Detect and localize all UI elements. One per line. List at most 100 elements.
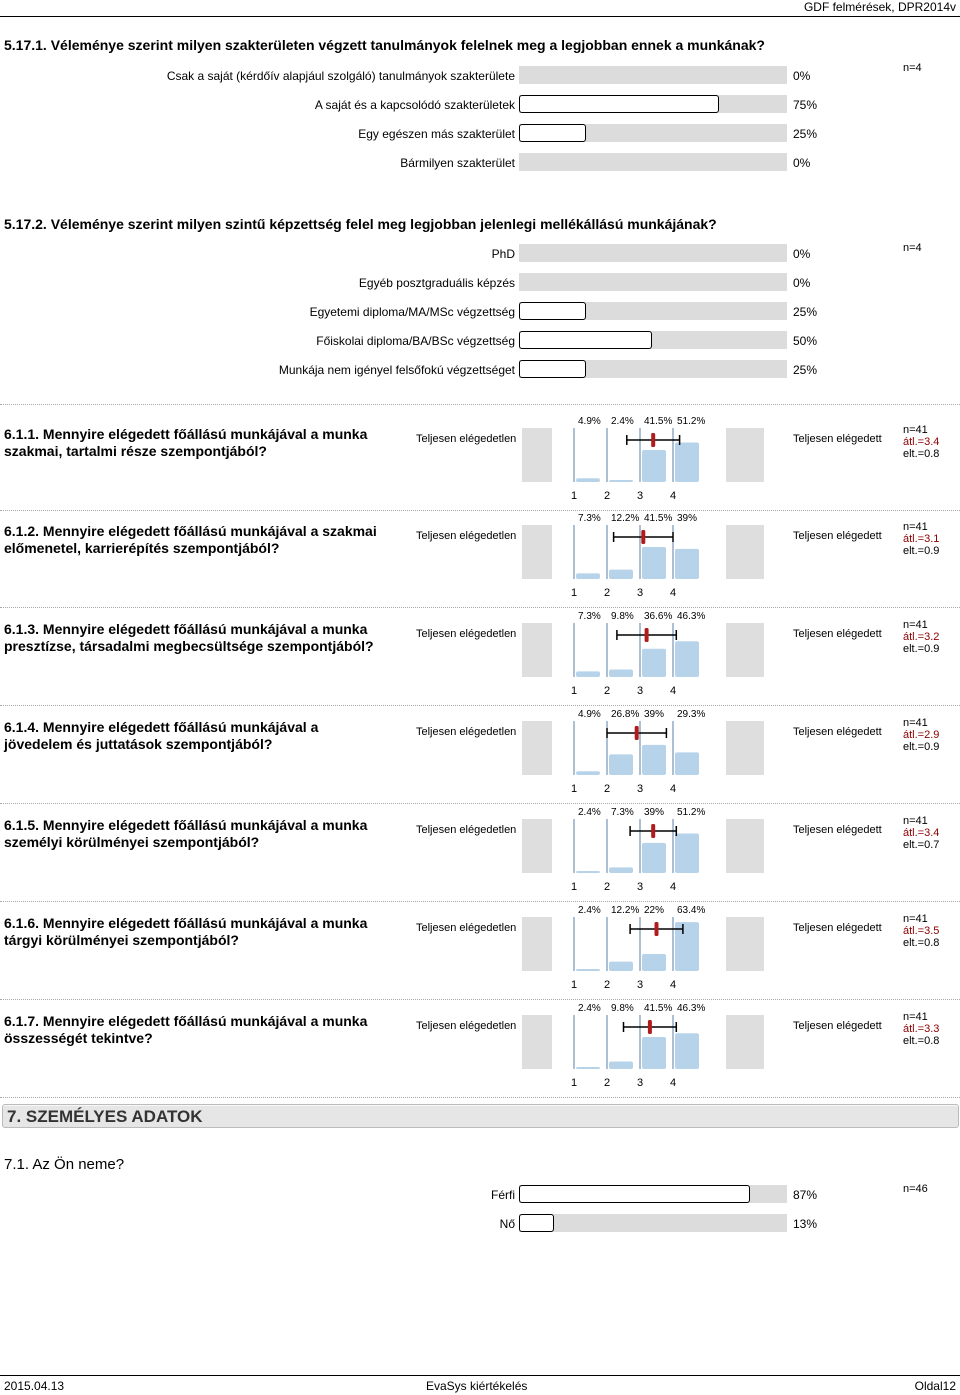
- bar: [675, 833, 699, 873]
- scale-left-pole: Teljesen elégedetlen: [416, 824, 517, 836]
- percent-label: 63.4%: [677, 905, 705, 916]
- percent-label: 36.6%: [644, 611, 672, 622]
- scale-tick-label: 2: [604, 881, 610, 893]
- percent-label: 12.2%: [611, 905, 639, 916]
- mean-marker: [641, 530, 646, 544]
- mean-marker: [634, 726, 639, 740]
- scale-left-pole: Teljesen elégedetlen: [416, 433, 517, 445]
- scale-tick-label: 2: [604, 490, 610, 502]
- rating-histogram: 2.4% 1 12.2% 2 22% 3 63.4% 4: [522, 905, 764, 991]
- answer-label: Egy egészen más szakterület: [358, 127, 515, 141]
- answer-bar-track: [519, 124, 787, 142]
- separator: [0, 510, 960, 511]
- answer-label: Munkája nem igényel felsőfokú végzettség…: [278, 363, 515, 377]
- separator: [0, 803, 960, 804]
- bar: [609, 480, 633, 482]
- scale-left-pole: Teljesen elégedetlen: [416, 530, 517, 542]
- rating-histogram: 7.3% 1 9.8% 2 36.6% 3 46.3% 4: [522, 611, 764, 697]
- stat-sd: elt.=0.8: [903, 937, 940, 949]
- bar: [609, 569, 633, 579]
- page-header-right: GDF felmérések, DPR2014v: [803, 0, 956, 14]
- stat-sd: elt.=0.8: [903, 1035, 940, 1047]
- percent-label: 46.3%: [677, 1003, 705, 1014]
- rating-histogram: 7.3% 1 12.2% 2 41.5% 3 39% 4: [522, 513, 764, 599]
- answer-row: Egy egészen más szakterület 25%: [0, 124, 960, 144]
- answer-row: Csak a saját (kérdőív alapjául szolgáló)…: [0, 66, 960, 86]
- bar: [576, 969, 600, 971]
- plot-area: [556, 917, 726, 971]
- plot-area: [556, 525, 726, 579]
- answer-row: Főiskolai diploma/BA/BSc végzettség 50%: [0, 331, 960, 351]
- scale-tick-label: 1: [571, 685, 577, 697]
- bar: [675, 548, 699, 579]
- answer-row: Egyetemi diploma/MA/MSc végzettség 25%: [0, 302, 960, 322]
- answer-percent: 50%: [793, 334, 818, 348]
- rating-question: 6.1.6. Mennyire elégedett főállású munká…: [0, 905, 960, 1011]
- percent-label: 39%: [677, 513, 697, 524]
- percent-label: 39%: [644, 807, 664, 818]
- rating-question-title: 6.1.7. Mennyire elégedett főállású munká…: [4, 1013, 368, 1046]
- rating-question: 6.1.2. Mennyire elégedett főállású munká…: [0, 513, 960, 619]
- right-gutter: [726, 917, 764, 971]
- stat-mean: átl.=3.3: [903, 1023, 940, 1035]
- scale-right-pole: Teljesen elégedett: [793, 530, 882, 542]
- scale-tick-label: 3: [637, 979, 643, 991]
- rating-question: 6.1.1. Mennyire elégedett főállású munká…: [0, 416, 960, 522]
- stat-n: n=41: [903, 815, 928, 827]
- rating-stats: n=41 átl.=3.5 elt.=0.8: [903, 913, 939, 949]
- stat-n: n=41: [903, 717, 928, 729]
- rating-question-title: 6.1.6. Mennyire elégedett főállású munká…: [4, 915, 368, 948]
- percent-label: 4.9%: [578, 416, 601, 427]
- percent-label: 7.3%: [578, 611, 601, 622]
- stat-sd: elt.=0.9: [903, 545, 940, 557]
- q5172-n: n=4: [903, 242, 922, 254]
- answer-bar-track: [519, 95, 787, 113]
- answer-bar-fill: [519, 331, 652, 349]
- scale-tick-label: 1: [571, 783, 577, 795]
- scale-tick-label: 3: [637, 685, 643, 697]
- header-rule: [0, 16, 960, 17]
- scale-right-pole: Teljesen elégedett: [793, 433, 882, 445]
- scale-tick-label: 2: [604, 783, 610, 795]
- scale-tick-label: 3: [637, 490, 643, 502]
- stat-sd: elt.=0.9: [903, 643, 940, 655]
- scale-right-pole: Teljesen elégedett: [793, 726, 882, 738]
- percent-label: 9.8%: [611, 1003, 634, 1014]
- separator: [0, 1097, 960, 1098]
- scale-tick-label: 2: [604, 685, 610, 697]
- answer-bar-fill: [519, 95, 719, 113]
- answer-row: PhD 0%: [0, 244, 960, 264]
- answer-percent: 87%: [793, 1188, 818, 1202]
- bar: [642, 546, 666, 579]
- question-5-17-1-title: 5.17.1. Véleménye szerint milyen szakter…: [4, 37, 765, 53]
- answer-percent: 25%: [793, 363, 818, 377]
- scale-tick-label: 4: [670, 587, 676, 599]
- bar: [675, 1033, 699, 1069]
- stat-n: n=41: [903, 424, 928, 436]
- left-gutter: [522, 428, 552, 482]
- plot-area: [556, 623, 726, 677]
- left-gutter: [522, 917, 552, 971]
- bar: [609, 867, 633, 873]
- question-text: Véleménye szerint milyen szintű képzetts…: [50, 216, 717, 232]
- scale-left-pole: Teljesen elégedetlen: [416, 1020, 517, 1032]
- percent-label: 46.3%: [677, 611, 705, 622]
- rating-stats: n=41 átl.=3.1 elt.=0.9: [903, 521, 939, 557]
- scale-right-pole: Teljesen elégedett: [793, 628, 882, 640]
- stat-sd: elt.=0.8: [903, 448, 940, 460]
- rating-question-title: 6.1.3. Mennyire elégedett főállású munká…: [4, 621, 374, 654]
- scale-right-pole: Teljesen elégedett: [793, 824, 882, 836]
- answer-row: Nő 13%: [0, 1214, 960, 1234]
- footer-rule: [0, 1375, 960, 1376]
- rating-histogram: 2.4% 1 9.8% 2 41.5% 3 46.3% 4: [522, 1003, 764, 1089]
- answer-row: Bármilyen szakterület 0%: [0, 153, 960, 173]
- scale-right-pole: Teljesen elégedett: [793, 1020, 882, 1032]
- answer-percent: 25%: [793, 127, 818, 141]
- rating-stats: n=41 átl.=3.3 elt.=0.8: [903, 1011, 939, 1047]
- plot-area: [556, 428, 726, 482]
- bar: [642, 449, 666, 482]
- rating-stats: n=41 átl.=3.4 elt.=0.8: [903, 424, 939, 460]
- percent-label: 51.2%: [677, 416, 705, 427]
- answer-label: Egyéb posztgraduális képzés: [358, 276, 515, 290]
- rating-question-title: 6.1.1. Mennyire elégedett főállású munká…: [4, 426, 368, 459]
